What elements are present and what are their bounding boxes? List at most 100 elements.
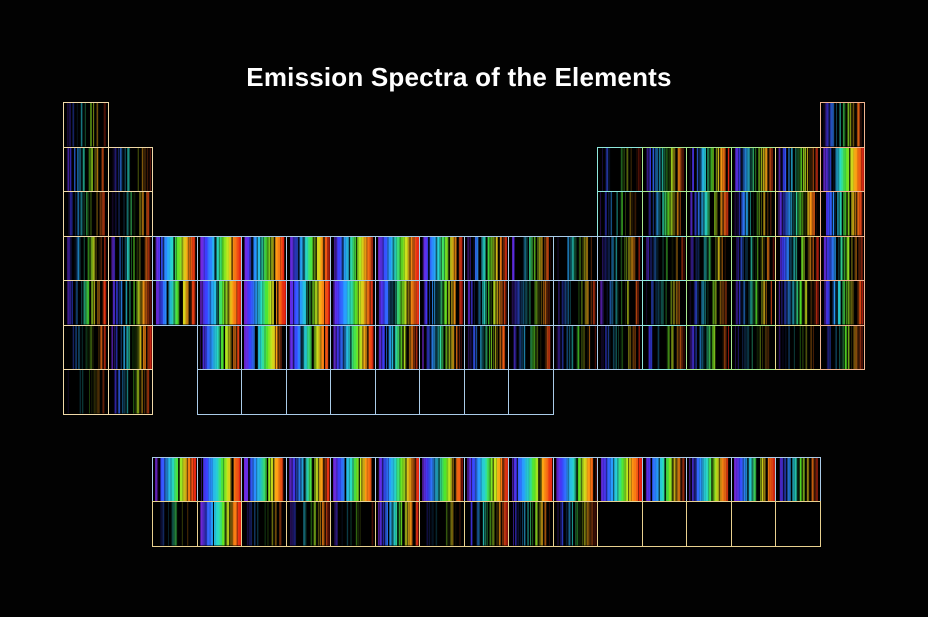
emission-line	[615, 458, 617, 502]
emission-line	[168, 236, 171, 280]
emission-line	[377, 502, 379, 546]
emission-line	[513, 458, 516, 502]
emission-line	[717, 458, 719, 502]
emission-line	[403, 281, 406, 325]
emission-line	[807, 458, 810, 502]
emission-line	[719, 192, 721, 236]
emission-line	[265, 325, 269, 369]
emission-line	[455, 502, 457, 546]
emission-line	[814, 458, 816, 502]
emission-line	[324, 325, 327, 369]
emission-line	[742, 281, 744, 325]
emission-line	[397, 325, 400, 369]
emission-line	[652, 147, 654, 191]
spectrum-graphic	[66, 147, 104, 191]
emission-line	[315, 325, 318, 369]
emission-line	[204, 236, 207, 280]
emission-line	[486, 458, 490, 502]
emission-line	[271, 502, 274, 546]
emission-line	[279, 502, 282, 546]
emission-line	[566, 325, 568, 369]
emission-line	[556, 325, 558, 369]
emission-line	[277, 236, 280, 280]
emission-line	[353, 325, 357, 369]
emission-line	[385, 281, 387, 325]
emission-line	[630, 192, 631, 236]
emission-line	[750, 281, 753, 325]
emission-line	[355, 502, 357, 546]
element-cell-p7-g4	[196, 369, 242, 415]
emission-line	[748, 147, 750, 191]
emission-line	[655, 236, 657, 280]
emission-line	[770, 458, 772, 502]
emission-line	[739, 147, 741, 191]
element-cell-p6-g4	[196, 324, 242, 370]
emission-line	[461, 458, 463, 502]
emission-line	[544, 458, 546, 502]
emission-line	[137, 370, 139, 414]
emission-line	[678, 281, 679, 325]
emission-line	[548, 325, 550, 369]
emission-line	[798, 458, 801, 502]
emission-line	[838, 103, 841, 147]
emission-line	[348, 281, 351, 325]
emission-line	[722, 192, 725, 236]
emission-line	[430, 236, 433, 280]
emission-line	[523, 281, 526, 325]
emission-line	[682, 147, 684, 191]
emission-line	[822, 147, 825, 191]
emission-line	[512, 281, 514, 325]
emission-line	[603, 458, 605, 502]
emission-line	[229, 325, 232, 369]
emission-line	[126, 325, 129, 369]
emission-line	[432, 325, 435, 369]
emission-line	[807, 236, 810, 280]
emission-line	[391, 325, 393, 369]
emission-line	[726, 192, 729, 236]
emission-line	[533, 458, 536, 502]
emission-line	[445, 458, 447, 502]
emission-line	[489, 502, 491, 546]
emission-line	[849, 103, 851, 147]
emission-line	[426, 281, 428, 325]
emission-line	[379, 325, 382, 369]
emission-line	[96, 147, 99, 191]
emission-line	[394, 325, 397, 369]
emission-line	[334, 281, 337, 325]
emission-line	[673, 458, 675, 502]
emission-line	[847, 236, 849, 280]
emission-line	[665, 281, 667, 325]
emission-line	[432, 502, 434, 546]
emission-line	[803, 236, 805, 280]
emission-line	[478, 502, 480, 546]
emission-line	[439, 325, 442, 369]
emission-line	[737, 192, 740, 236]
emission-line	[212, 325, 214, 369]
emission-line	[339, 236, 342, 280]
emission-line	[413, 281, 416, 325]
emission-line	[222, 502, 224, 546]
emission-line	[325, 502, 327, 546]
emission-line	[577, 458, 580, 502]
emission-line	[810, 192, 813, 236]
emission-line	[580, 281, 583, 325]
emission-line	[174, 502, 176, 546]
emission-line	[472, 325, 474, 369]
emission-line	[146, 370, 149, 414]
emission-line	[202, 325, 204, 369]
emission-line	[566, 458, 568, 502]
emission-line	[360, 325, 363, 369]
emission-line	[102, 325, 104, 369]
emission-line	[434, 281, 437, 325]
emission-line	[171, 502, 174, 546]
emission-line	[607, 325, 610, 369]
emission-line	[190, 236, 193, 280]
emission-line	[87, 192, 90, 236]
emission-line	[497, 458, 501, 502]
emission-line	[793, 458, 795, 502]
emission-line	[843, 147, 846, 191]
emission-line	[132, 236, 135, 280]
emission-line	[661, 147, 663, 191]
emission-line	[618, 281, 619, 325]
emission-line	[638, 236, 641, 280]
